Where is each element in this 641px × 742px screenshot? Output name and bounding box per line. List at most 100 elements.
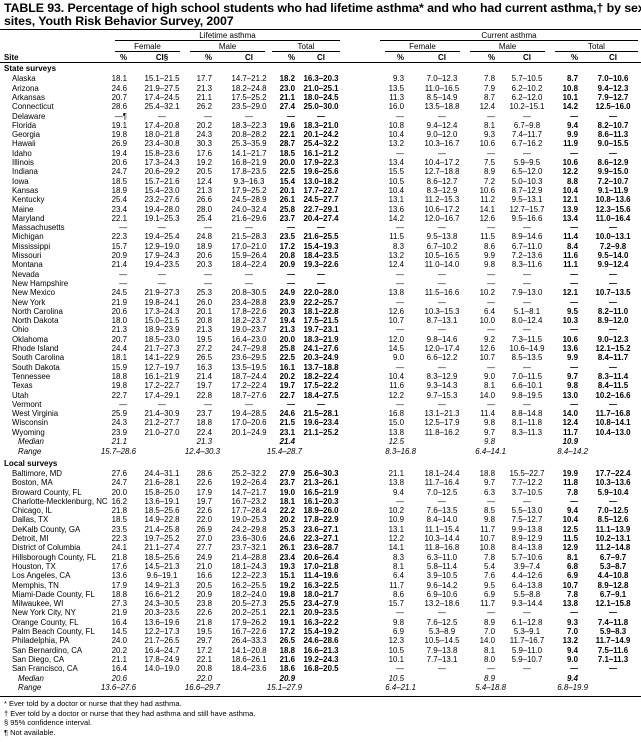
percent-cell: 20.2 [279,371,295,381]
site-name: Rhode Island [12,344,59,353]
table-row: Charlotte-Mecklenburg, NC 16.2 13.6–19.1 19… [0,497,641,506]
ci-cell: 26.4–33.3 [231,636,267,646]
header-percent: % [287,53,295,62]
percent-cell: 21.3 [196,185,212,195]
percent-cell: — [396,362,404,372]
site-name: Hillsborough County, FL [12,552,97,562]
range-row: Range 13.6–27.6 16.6–29.7 15.1–27.9 6.4–21.1… [0,683,641,692]
percent-cell: 8.3 [393,552,404,562]
ci-cell: 16.2–25.5 [231,580,267,590]
ci-cell: 17.7–22.7 [303,185,339,195]
ci-cell: 8.3–11.6 [511,260,543,270]
percent-cell: 9.3 [484,130,495,140]
percent-cell: 22.3 [111,232,127,242]
percent-cell: 20.1 [196,306,212,316]
ci-cell: 18.5–25.6 [144,506,180,516]
ci-cell: 17.9–25.2 [231,185,267,195]
percent-cell: 22.1 [196,654,212,664]
percent-cell: 18.2 [279,74,295,84]
median-value: 9.8 [484,437,495,446]
percent-cell: 11.4 [563,232,578,242]
percent-cell: 13.6 [388,204,404,214]
title-line-1: TABLE 93. Percentage of high school stud… [4,1,641,15]
table-row: Utah 22.7 17.4–29.1 22.8 18.7–27.6 22.7 18.4–2… [0,391,641,400]
percent-cell: 9.3 [393,74,404,84]
percent-cell: 8.8 [567,176,578,186]
site-name: New Hampshire [12,278,69,288]
ci-cell: 23.4–28.8 [231,297,267,307]
percent-cell: 14.0 [479,636,495,646]
percent-cell: — [396,148,404,158]
percent-cell: 21.4 [111,260,127,270]
percent-cell: 27.9 [279,468,295,478]
ci-cell: 8.9–12.8 [597,580,629,590]
ci-cell: — [609,278,617,288]
percent-cell: 23.8 [196,599,212,609]
ci-cell: 7.0–12.5 [597,506,629,516]
percent-cell: 15.9 [111,362,127,372]
percent-cell: 9.4 [567,506,578,516]
table-row: Tennessee 18.8 16.1–21.9 21.4 18.7–24.4 20.2 1… [0,372,641,381]
ci-cell: 7.0–12.3 [426,74,458,84]
table-row: Nevada — — — — — — — — — — — — [0,270,641,279]
ci-cell: 15.0–21.5 [144,316,180,326]
ci-cell: 15.8–25.0 [144,487,180,497]
percent-cell: 25.4 [196,213,212,223]
percent-cell: 15.7 [388,599,404,609]
divider [555,51,638,52]
table-row: Philadelphia, PA 24.0 21.7–26.5 29.7 26.4–33… [0,636,641,645]
ci-cell: 13.6–19.6 [144,617,180,627]
ci-cell: 12.0–17.4 [424,344,460,353]
percent-cell: 16.0 [388,102,404,112]
ci-cell: 6.7–16.2 [511,139,543,149]
percent-cell: 20.0 [279,334,295,344]
table-row: Ohio 21.3 18.9–23.9 21.3 19.0–23.7 21.3 19.7–2… [0,325,641,334]
ci-cell: 11.2–15.3 [424,195,460,205]
ci-cell: 18.3–21.9 [303,334,339,344]
header-rule [0,62,641,63]
ci-cell: 21.9–27.3 [144,288,180,298]
percent-cell: — [204,399,212,409]
range-value: 8.3–16.8 [385,446,416,456]
table-row: DeKalb County, GA 23.5 21.4–25.8 26.9 24.2–2… [0,525,641,534]
ci-cell: 21.2–27.7 [144,418,180,428]
site-name: Vermont [12,399,42,409]
ci-cell: 9.5–16.6 [511,213,543,223]
range-value: 15.4–28.7 [266,446,302,456]
ci-cell: 10.6–14.9 [509,344,545,353]
percent-cell: 20.2 [196,120,212,130]
percent-cell: 19.4 [111,148,127,158]
header-ci: CI [317,53,325,62]
percent-cell: 11.8 [563,478,578,488]
percent-cell: 22.4 [196,427,212,437]
range-value: 15.7–28.6 [100,446,136,456]
header-percent: % [204,53,212,62]
header-current: Current asthma [481,31,537,40]
site-name: New York City, NY [12,608,76,618]
ci-cell: 23.6–29.5 [231,353,267,363]
percent-cell: 13.5 [388,83,404,93]
ci-cell: 18.3–21.0 [303,120,339,130]
percent-cell: 6.3 [484,487,495,497]
ci-cell: 18.0–21.8 [144,130,180,140]
percent-cell: 12.6 [388,306,404,316]
ci-cell: 18.4–23.5 [303,251,339,260]
footnote: § 95% confidence interval. [4,718,92,728]
ci-cell: — [438,496,446,506]
ci-cell: 18.6–26.1 [231,654,267,664]
percent-cell: 21.8 [196,617,212,627]
ci-cell: 8.3–12.9 [426,371,458,381]
percent-cell: — [487,664,495,674]
table-row: Chicago, IL 21.8 18.5–25.6 22.6 17.7–28.4 22.… [0,506,641,515]
ci-cell: 11.7–14.9 [595,636,631,646]
ci-cell: 11.8–16.8 [424,543,460,553]
ci-cell: — [438,269,446,279]
ci-cell: 22.3–27.1 [303,534,339,543]
site-name: Mississippi [12,241,51,251]
percent-cell: 17.2 [279,241,295,251]
ci-cell: — [523,325,531,335]
percent-cell: 12.5 [562,524,578,534]
ci-cell: 23.5–29.0 [231,102,267,112]
percent-cell: — [396,111,404,121]
